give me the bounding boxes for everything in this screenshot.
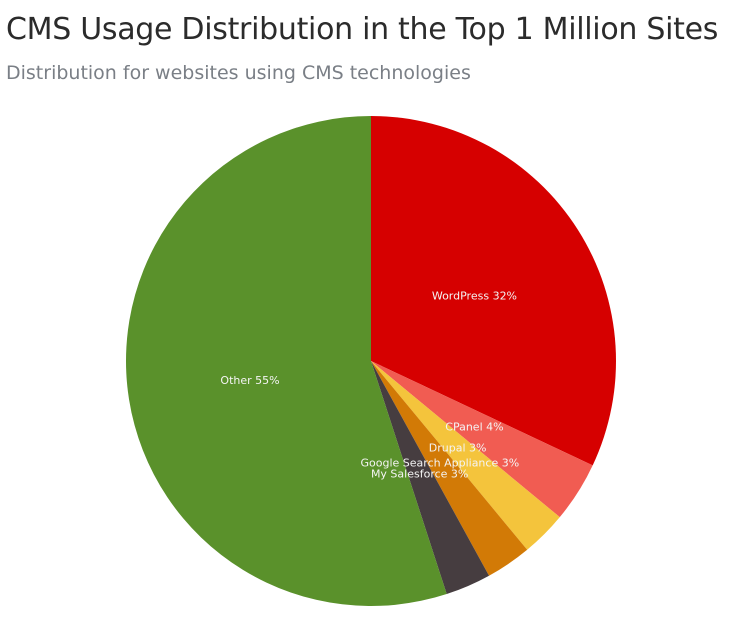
slice-label: CPanel 4% [445,421,503,434]
chart-title: CMS Usage Distribution in the Top 1 Mill… [6,12,719,47]
pie-slice-google-search-appliance[interactable] [371,361,528,576]
pie-slice-my-salesforce[interactable] [371,361,490,595]
slice-label: Drupal 3% [429,442,487,455]
slice-label: My Salesforce 3% [371,467,468,480]
pie-slice-wordpress[interactable] [371,116,616,466]
slice-label: Google Search Appliance 3% [361,456,520,469]
slice-label: Other 55% [220,374,279,387]
pie-slice-drupal[interactable] [371,361,560,550]
pie-slice-other[interactable] [125,116,447,606]
pie-slice-cpanel[interactable] [371,361,593,518]
slice-label: WordPress 32% [432,289,517,302]
chart-subtitle: Distribution for websites using CMS tech… [6,62,471,84]
